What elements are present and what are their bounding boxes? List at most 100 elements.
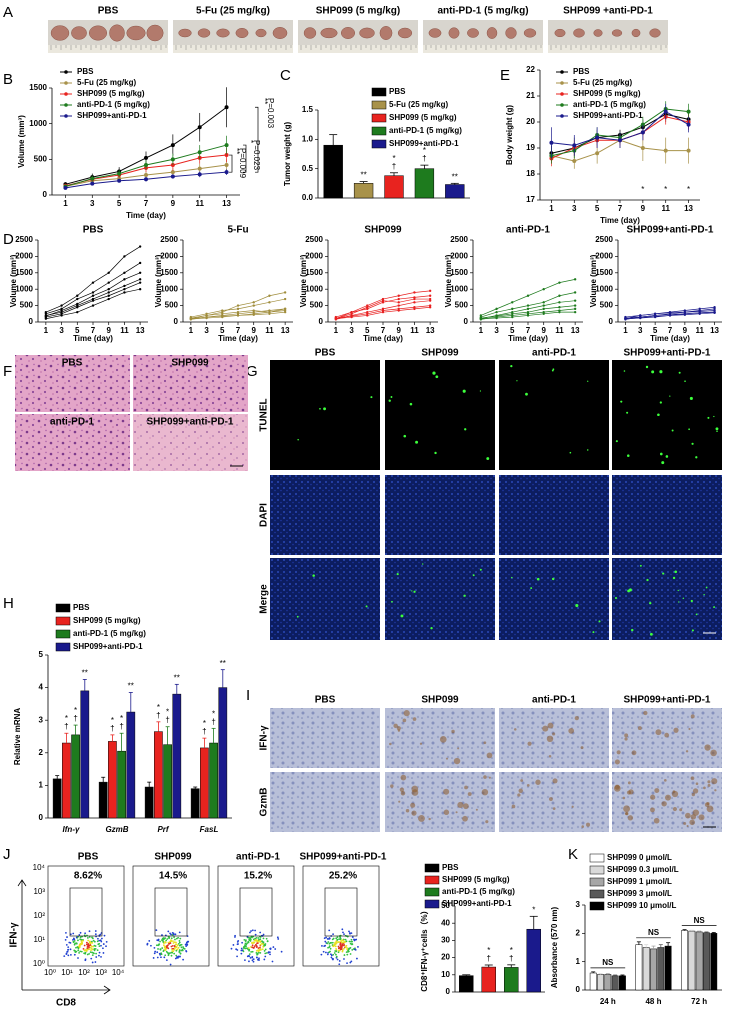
flow-event xyxy=(171,948,173,951)
flow-event xyxy=(264,944,267,947)
legend-label: anti-PD-1 (5 mg/kg) xyxy=(573,100,646,109)
tunel-dot xyxy=(713,606,716,609)
panel-letter: B xyxy=(3,71,13,88)
y-tick-label: 2500 xyxy=(450,235,468,244)
y-tick-label: 22 xyxy=(526,65,535,74)
tunel-dot xyxy=(569,451,572,454)
y-tick-label: 500 xyxy=(455,301,469,310)
flow-event xyxy=(342,939,345,942)
flow-event xyxy=(179,937,182,940)
legend-marker xyxy=(560,70,564,74)
y-tick-label: 1500 xyxy=(15,268,33,277)
y-tick-label: 2000 xyxy=(160,252,178,261)
ihc-stain xyxy=(464,785,468,790)
x-tick-label: 7 xyxy=(236,326,241,335)
tunel-dot xyxy=(403,434,407,438)
flow-event xyxy=(158,952,161,955)
flow-event xyxy=(96,949,99,952)
flow-event xyxy=(328,937,331,939)
flow-event xyxy=(175,937,178,940)
flow-event xyxy=(65,953,68,955)
column-label: SHP099+anti-PD-1 xyxy=(624,348,711,359)
flow-event xyxy=(159,948,162,951)
data-point xyxy=(268,301,271,304)
y-axis-label: Body weight (g) xyxy=(505,105,514,165)
x-tick-label: 5 xyxy=(653,326,658,335)
flow-event xyxy=(350,960,353,963)
fluorescence-image xyxy=(270,475,380,555)
flow-event xyxy=(355,938,358,941)
y-axis-label: CD8⁺IFN-γ⁺cells（%） xyxy=(419,906,429,991)
flow-event xyxy=(343,933,345,936)
data-point xyxy=(107,291,110,294)
data-point xyxy=(90,181,95,186)
flow-event xyxy=(185,945,188,948)
data-point xyxy=(236,304,240,307)
bar xyxy=(209,742,218,819)
flow-event xyxy=(344,938,347,941)
ihc-stain xyxy=(397,729,401,732)
flow-event xyxy=(89,946,92,949)
flow-event xyxy=(329,950,331,953)
flow-event xyxy=(79,950,82,953)
y-tick-label: 3 xyxy=(576,900,581,909)
flow-event xyxy=(79,936,82,939)
tumor xyxy=(197,28,211,38)
flow-event xyxy=(340,948,343,951)
flow-event xyxy=(98,951,101,954)
flow-event xyxy=(251,929,254,932)
data-point xyxy=(350,315,353,319)
flow-event xyxy=(75,936,78,939)
bar xyxy=(62,742,71,819)
data-point xyxy=(189,317,193,321)
bar xyxy=(619,975,626,991)
x-tick-label: 48 h xyxy=(645,997,661,1006)
flow-event xyxy=(341,949,344,952)
data-point xyxy=(283,297,287,301)
flow-event xyxy=(66,950,69,953)
flow-event xyxy=(254,929,257,932)
data-point xyxy=(428,299,432,302)
panel-letter: E xyxy=(500,67,510,84)
x-tick-label: Ifn-γ xyxy=(63,825,80,834)
flow-event xyxy=(353,948,356,951)
flow-event xyxy=(343,958,345,960)
x-axis-label: Time (day) xyxy=(508,334,548,343)
flow-event xyxy=(338,947,341,949)
ruler xyxy=(423,45,543,53)
bar xyxy=(80,690,90,819)
data-point xyxy=(236,310,240,314)
flow-event xyxy=(82,948,85,950)
data-point xyxy=(381,299,385,302)
he-image xyxy=(133,414,248,471)
flow-event xyxy=(257,940,260,943)
tunel-dot xyxy=(659,370,663,374)
legend-swatch xyxy=(55,629,71,639)
flow-event xyxy=(246,935,249,938)
y-tick-label: 19 xyxy=(526,143,535,152)
row-label: DAPI xyxy=(259,503,270,527)
flow-event xyxy=(330,956,333,959)
y-tick-label: 1 xyxy=(39,781,44,790)
flow-event xyxy=(348,930,350,933)
flow-event xyxy=(72,940,75,943)
ihc-stain xyxy=(542,725,549,732)
data-point xyxy=(686,109,691,114)
flow-event xyxy=(179,952,182,955)
flow-event xyxy=(85,949,88,952)
flow-event xyxy=(185,950,188,953)
data-point xyxy=(558,281,561,284)
ihc-stain xyxy=(568,728,575,734)
flow-event xyxy=(269,951,271,954)
data-point xyxy=(495,307,498,311)
tunel-dot xyxy=(323,407,327,411)
flow-event xyxy=(232,944,235,946)
legend-marker xyxy=(64,103,68,107)
flow-event xyxy=(173,945,176,947)
significance: ** xyxy=(360,171,366,180)
y-axis-label: Volume (mm³) xyxy=(299,254,308,307)
flow-event xyxy=(172,950,175,953)
gate-percentage: 14.5% xyxy=(159,871,187,882)
ihc-stain xyxy=(475,808,478,811)
flow-event xyxy=(244,947,247,950)
